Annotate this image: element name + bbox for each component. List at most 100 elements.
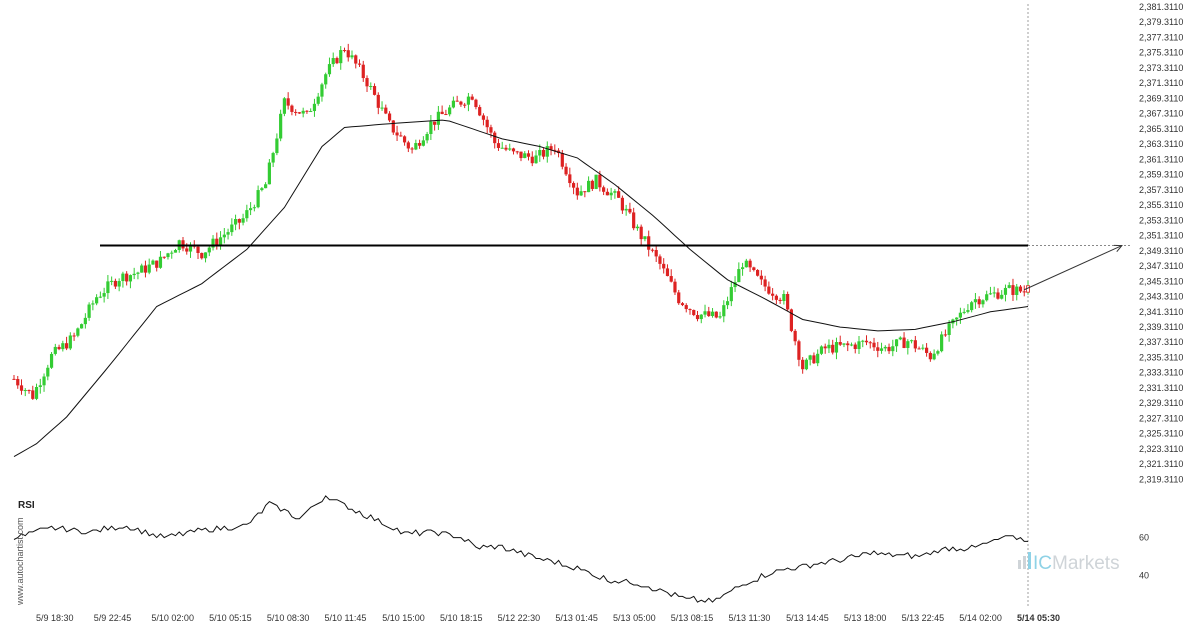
candle-body: [511, 148, 516, 152]
candle-body: [714, 311, 718, 318]
candle-body: [831, 344, 835, 353]
price-tick-label: 2,345.3110: [1139, 276, 1183, 286]
candle-body: [106, 281, 110, 294]
candle-body: [305, 110, 309, 112]
candle-body: [297, 112, 302, 114]
candle-body: [936, 351, 940, 354]
candle-body: [545, 146, 549, 157]
time-tick-label: 5/13 18:00: [844, 613, 887, 623]
candle-body: [812, 355, 816, 364]
candle-body: [38, 385, 42, 387]
candle-body: [632, 212, 636, 229]
candle-body: [275, 138, 279, 154]
candle-body: [571, 183, 576, 188]
candle-body: [218, 237, 223, 246]
price-axis: 2,381.3110 2,379.3110 2,377.3110 2,375.3110…: [1139, 2, 1183, 484]
candle-body: [534, 155, 538, 164]
candle-body: [245, 210, 249, 219]
candle-body: [699, 314, 703, 320]
candle-body: [996, 292, 1000, 299]
candle-body: [752, 267, 756, 271]
price-tick-label: 2,367.3110: [1139, 109, 1183, 119]
candle-body: [541, 149, 546, 157]
time-tick-label: 5/13 14:45: [786, 613, 829, 623]
candle-body: [665, 268, 670, 277]
candle-body: [973, 299, 978, 303]
candle-body: [429, 121, 433, 135]
candle-body: [872, 342, 876, 348]
candle-body: [350, 55, 354, 58]
candle-body: [928, 352, 932, 360]
time-axis: 5/9 18:30 5/9 22:45 5/10 02:00 5/10 05:15 5/…: [36, 613, 1060, 623]
candle-body: [804, 359, 809, 370]
candle-body: [256, 190, 260, 208]
candle-body: [722, 305, 726, 317]
candle-body: [801, 359, 805, 370]
candle-body: [301, 110, 305, 114]
price-tick-label: 2,331.3110: [1139, 383, 1183, 393]
candle-body: [459, 101, 463, 105]
candle-body: [703, 311, 707, 315]
candle-body: [635, 226, 640, 229]
candle-body: [688, 309, 692, 311]
candle-body: [12, 378, 16, 380]
time-tick-label: 5/13 22:45: [902, 613, 945, 623]
price-tick-label: 2,365.3110: [1139, 124, 1183, 134]
time-tick-label: 5/10 15:00: [382, 613, 425, 623]
candle-body: [748, 260, 752, 268]
candle-body: [808, 355, 812, 360]
candle-body: [76, 328, 80, 336]
logo-bar-2: [1023, 556, 1026, 569]
candle-body: [718, 316, 722, 318]
candle-body: [613, 191, 617, 193]
candle-body: [448, 107, 452, 115]
candle-body: [23, 390, 27, 392]
rsi-tick-label: 40: [1139, 571, 1149, 581]
candle-body: [267, 162, 271, 185]
candle-body: [988, 293, 993, 295]
candle-body: [756, 270, 760, 276]
candle-body: [515, 151, 519, 153]
rsi-pane: RSI 60 40: [13, 495, 1149, 603]
candle-body: [489, 127, 493, 133]
candle-body: [560, 153, 564, 167]
candle-body: [83, 317, 87, 325]
time-tick-label: 5/10 11:45: [325, 613, 367, 623]
candle-body: [834, 342, 839, 353]
candle-body: [966, 310, 970, 312]
candle-body: [921, 347, 925, 349]
projection-arrow: [1024, 244, 1123, 291]
candle-body: [260, 188, 264, 191]
candle-body: [324, 74, 328, 85]
candle-body: [147, 264, 151, 273]
candle-body: [1015, 286, 1019, 295]
candle-body: [369, 86, 373, 88]
candle-body: [53, 346, 57, 354]
candle-body: [113, 280, 117, 287]
projection-arrowhead: [1113, 244, 1123, 253]
price-tick-label: 2,353.3110: [1139, 215, 1183, 225]
candle-body: [155, 260, 159, 268]
candle-body: [444, 114, 448, 116]
candle-body: [61, 343, 65, 350]
candle-body: [1022, 291, 1026, 293]
time-tick-label: 5/9 22:45: [94, 613, 132, 623]
candle-body: [294, 111, 298, 113]
candle-body: [549, 146, 553, 150]
candle-body: [538, 149, 542, 156]
price-tick-label: 2,359.3110: [1139, 170, 1183, 180]
candle-body: [605, 191, 609, 196]
candle-body: [917, 348, 921, 350]
price-tick-label: 2,323.3110: [1139, 444, 1183, 454]
brand-ic: IC: [1033, 553, 1052, 574]
candle-body: [286, 98, 290, 106]
candle-body: [64, 343, 69, 349]
price-tick-label: 2,333.3110: [1139, 368, 1183, 378]
candle-body: [977, 299, 981, 305]
candle-body: [759, 275, 763, 280]
candle-body: [838, 342, 842, 345]
candle-body: [181, 240, 185, 249]
candle-body: [587, 180, 591, 193]
price-tick-label: 2,361.3110: [1139, 154, 1183, 164]
